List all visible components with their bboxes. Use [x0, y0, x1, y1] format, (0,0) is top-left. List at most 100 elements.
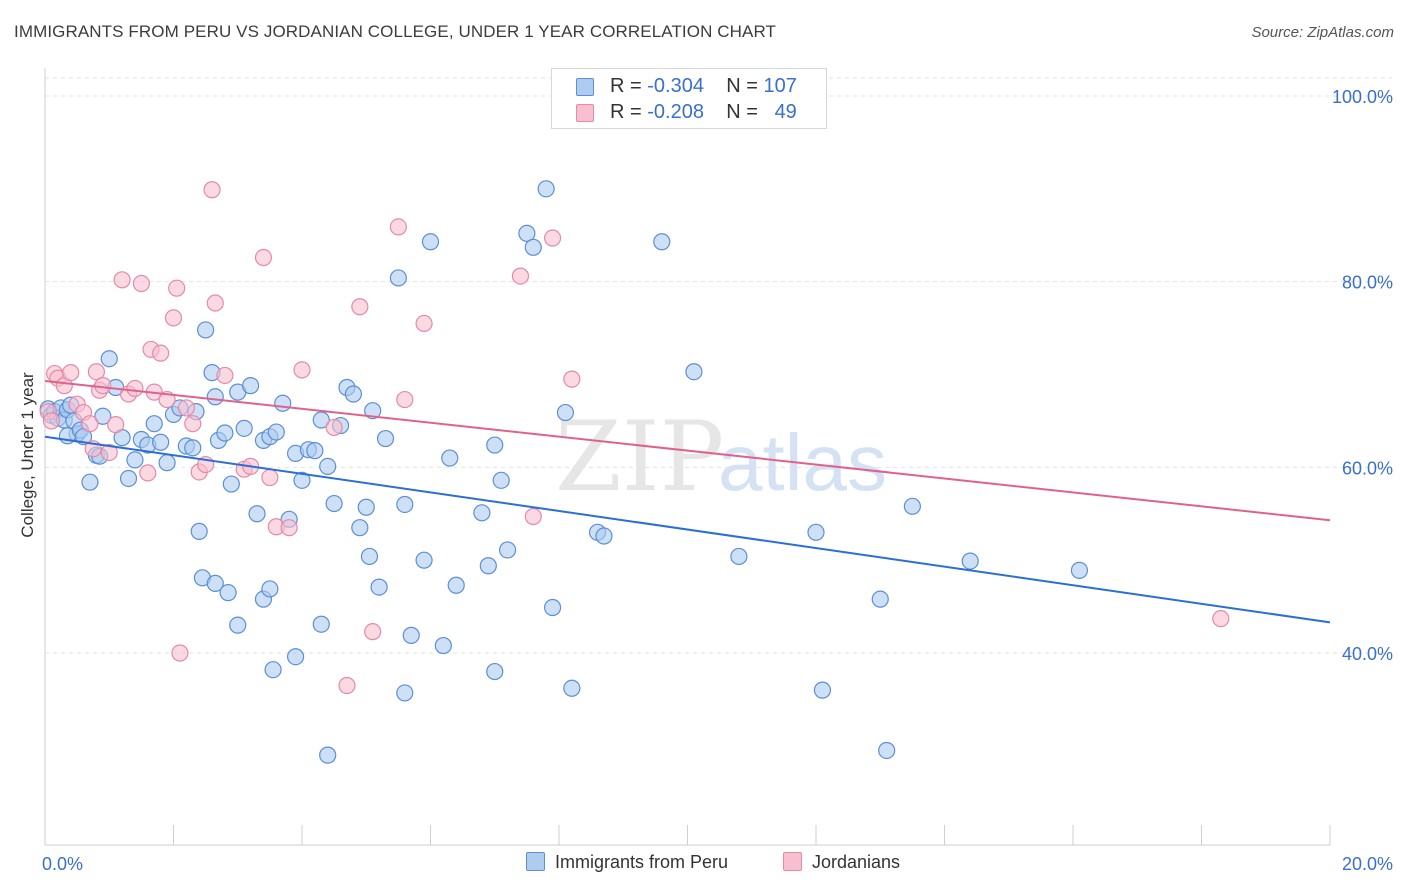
jordan-point: [94, 377, 112, 395]
peru-point: [499, 541, 517, 559]
legend-item-peru[interactable]: Immigrants from Peru: [526, 852, 728, 873]
peru-trendline: [44, 435, 1331, 624]
peru-point: [219, 584, 237, 602]
peru-point: [389, 269, 407, 287]
peru-point: [261, 580, 279, 598]
jordan-point: [168, 279, 186, 297]
peru-point: [556, 403, 575, 422]
peru-point: [319, 457, 337, 476]
y-tick-label: 60.0%: [1342, 458, 1393, 478]
x-tick-label-min: 0.0%: [42, 854, 83, 874]
peru-point: [206, 574, 224, 592]
peru-point: [903, 497, 921, 515]
peru-point: [878, 741, 896, 760]
peru-point: [357, 498, 375, 516]
jordan-point: [164, 309, 183, 327]
jordan-point: [177, 399, 195, 417]
watermark-zip: ZIP: [555, 401, 724, 513]
jordan-point: [293, 361, 311, 379]
peru-point: [364, 402, 382, 420]
peru-point: [653, 233, 671, 251]
peru-point: [197, 321, 215, 339]
peru-point: [325, 494, 343, 513]
peru-point: [248, 505, 266, 523]
peru-point: [293, 471, 311, 489]
peru-point: [813, 681, 832, 699]
legend-r-value-jordan: -0.208: [647, 101, 704, 123]
jordan-point: [364, 623, 382, 641]
peru-point: [543, 598, 562, 617]
peru-swatch: [576, 78, 594, 96]
peru-legend-label: Immigrants from Peru: [555, 852, 729, 872]
peru-point: [152, 433, 170, 451]
jordan-trendline: [44, 380, 1331, 522]
jordan-points: [39, 181, 1230, 695]
legend-n-value-peru: 107: [763, 75, 797, 97]
peru-point: [206, 388, 224, 406]
trendlines: [44, 380, 1331, 624]
jordan-point: [184, 415, 202, 433]
legend-r-label: R =: [610, 101, 642, 123]
peru-point: [807, 523, 825, 541]
legend-item-jordanians[interactable]: Jordanians: [783, 852, 900, 873]
peru-point: [100, 350, 118, 368]
tick-labels: 40.0% 60.0% 80.0% 100.0% 0.0% 20.0%: [42, 87, 1393, 874]
x-tick-label-max: 20.0%: [1342, 854, 1393, 874]
jordan-point: [254, 248, 273, 267]
jordan-point: [325, 418, 343, 437]
peru-point: [190, 522, 208, 540]
jordan-legend-label: Jordanians: [812, 852, 901, 872]
correlation-legend: R = -0.304 N = 107 R = -0.208 N = 49: [551, 68, 827, 129]
jordan-point: [171, 644, 189, 662]
legend-n-label: N =: [726, 75, 758, 97]
peru-point: [216, 424, 234, 442]
source-label: Source: ZipAtlas.com: [1251, 24, 1394, 41]
gridlines: [45, 77, 1392, 654]
y-tick-label: 80.0%: [1342, 273, 1393, 293]
peru-points: [39, 180, 1089, 764]
jordan-point: [563, 370, 581, 388]
jordan-point: [396, 390, 414, 409]
peru-point: [184, 439, 202, 457]
legend-n-label: N =: [726, 101, 758, 123]
peru-point: [370, 578, 388, 596]
jordan-point: [126, 379, 144, 398]
peru-point: [286, 648, 305, 666]
y-tick-label: 100.0%: [1332, 87, 1393, 107]
peru-point: [563, 679, 581, 697]
jordan-point: [543, 229, 562, 247]
jordan-point: [524, 507, 542, 526]
peru-point: [267, 423, 285, 441]
jordan-point: [280, 519, 298, 537]
peru-point: [961, 552, 979, 570]
peru-point: [229, 616, 247, 634]
peru-point: [486, 436, 504, 454]
jordan-point: [139, 464, 157, 482]
jordan-point: [511, 267, 530, 285]
jordan-point: [415, 314, 433, 333]
peru-point: [312, 411, 330, 429]
peru-point: [306, 442, 324, 460]
peru-point: [119, 469, 138, 488]
peru-point: [242, 377, 260, 395]
jordan-point: [81, 415, 99, 433]
peru-point: [447, 576, 465, 594]
peru-point: [730, 547, 748, 566]
jordan-legend-swatch: [783, 852, 802, 871]
jordan-point: [42, 412, 61, 430]
jordan-point: [100, 443, 118, 462]
jordan-point: [338, 676, 356, 695]
peru-point: [415, 551, 433, 569]
jordan-point: [261, 468, 279, 487]
jordan-point: [113, 271, 131, 289]
peru-point: [396, 684, 414, 702]
peru-point: [81, 473, 99, 491]
peru-point: [479, 557, 497, 575]
jordan-point: [132, 274, 150, 293]
peru-point: [402, 626, 420, 644]
peru-point: [94, 407, 112, 425]
legend-n-value-jordan: 49: [774, 101, 797, 123]
peru-point: [319, 746, 337, 764]
axes: [44, 68, 1331, 846]
